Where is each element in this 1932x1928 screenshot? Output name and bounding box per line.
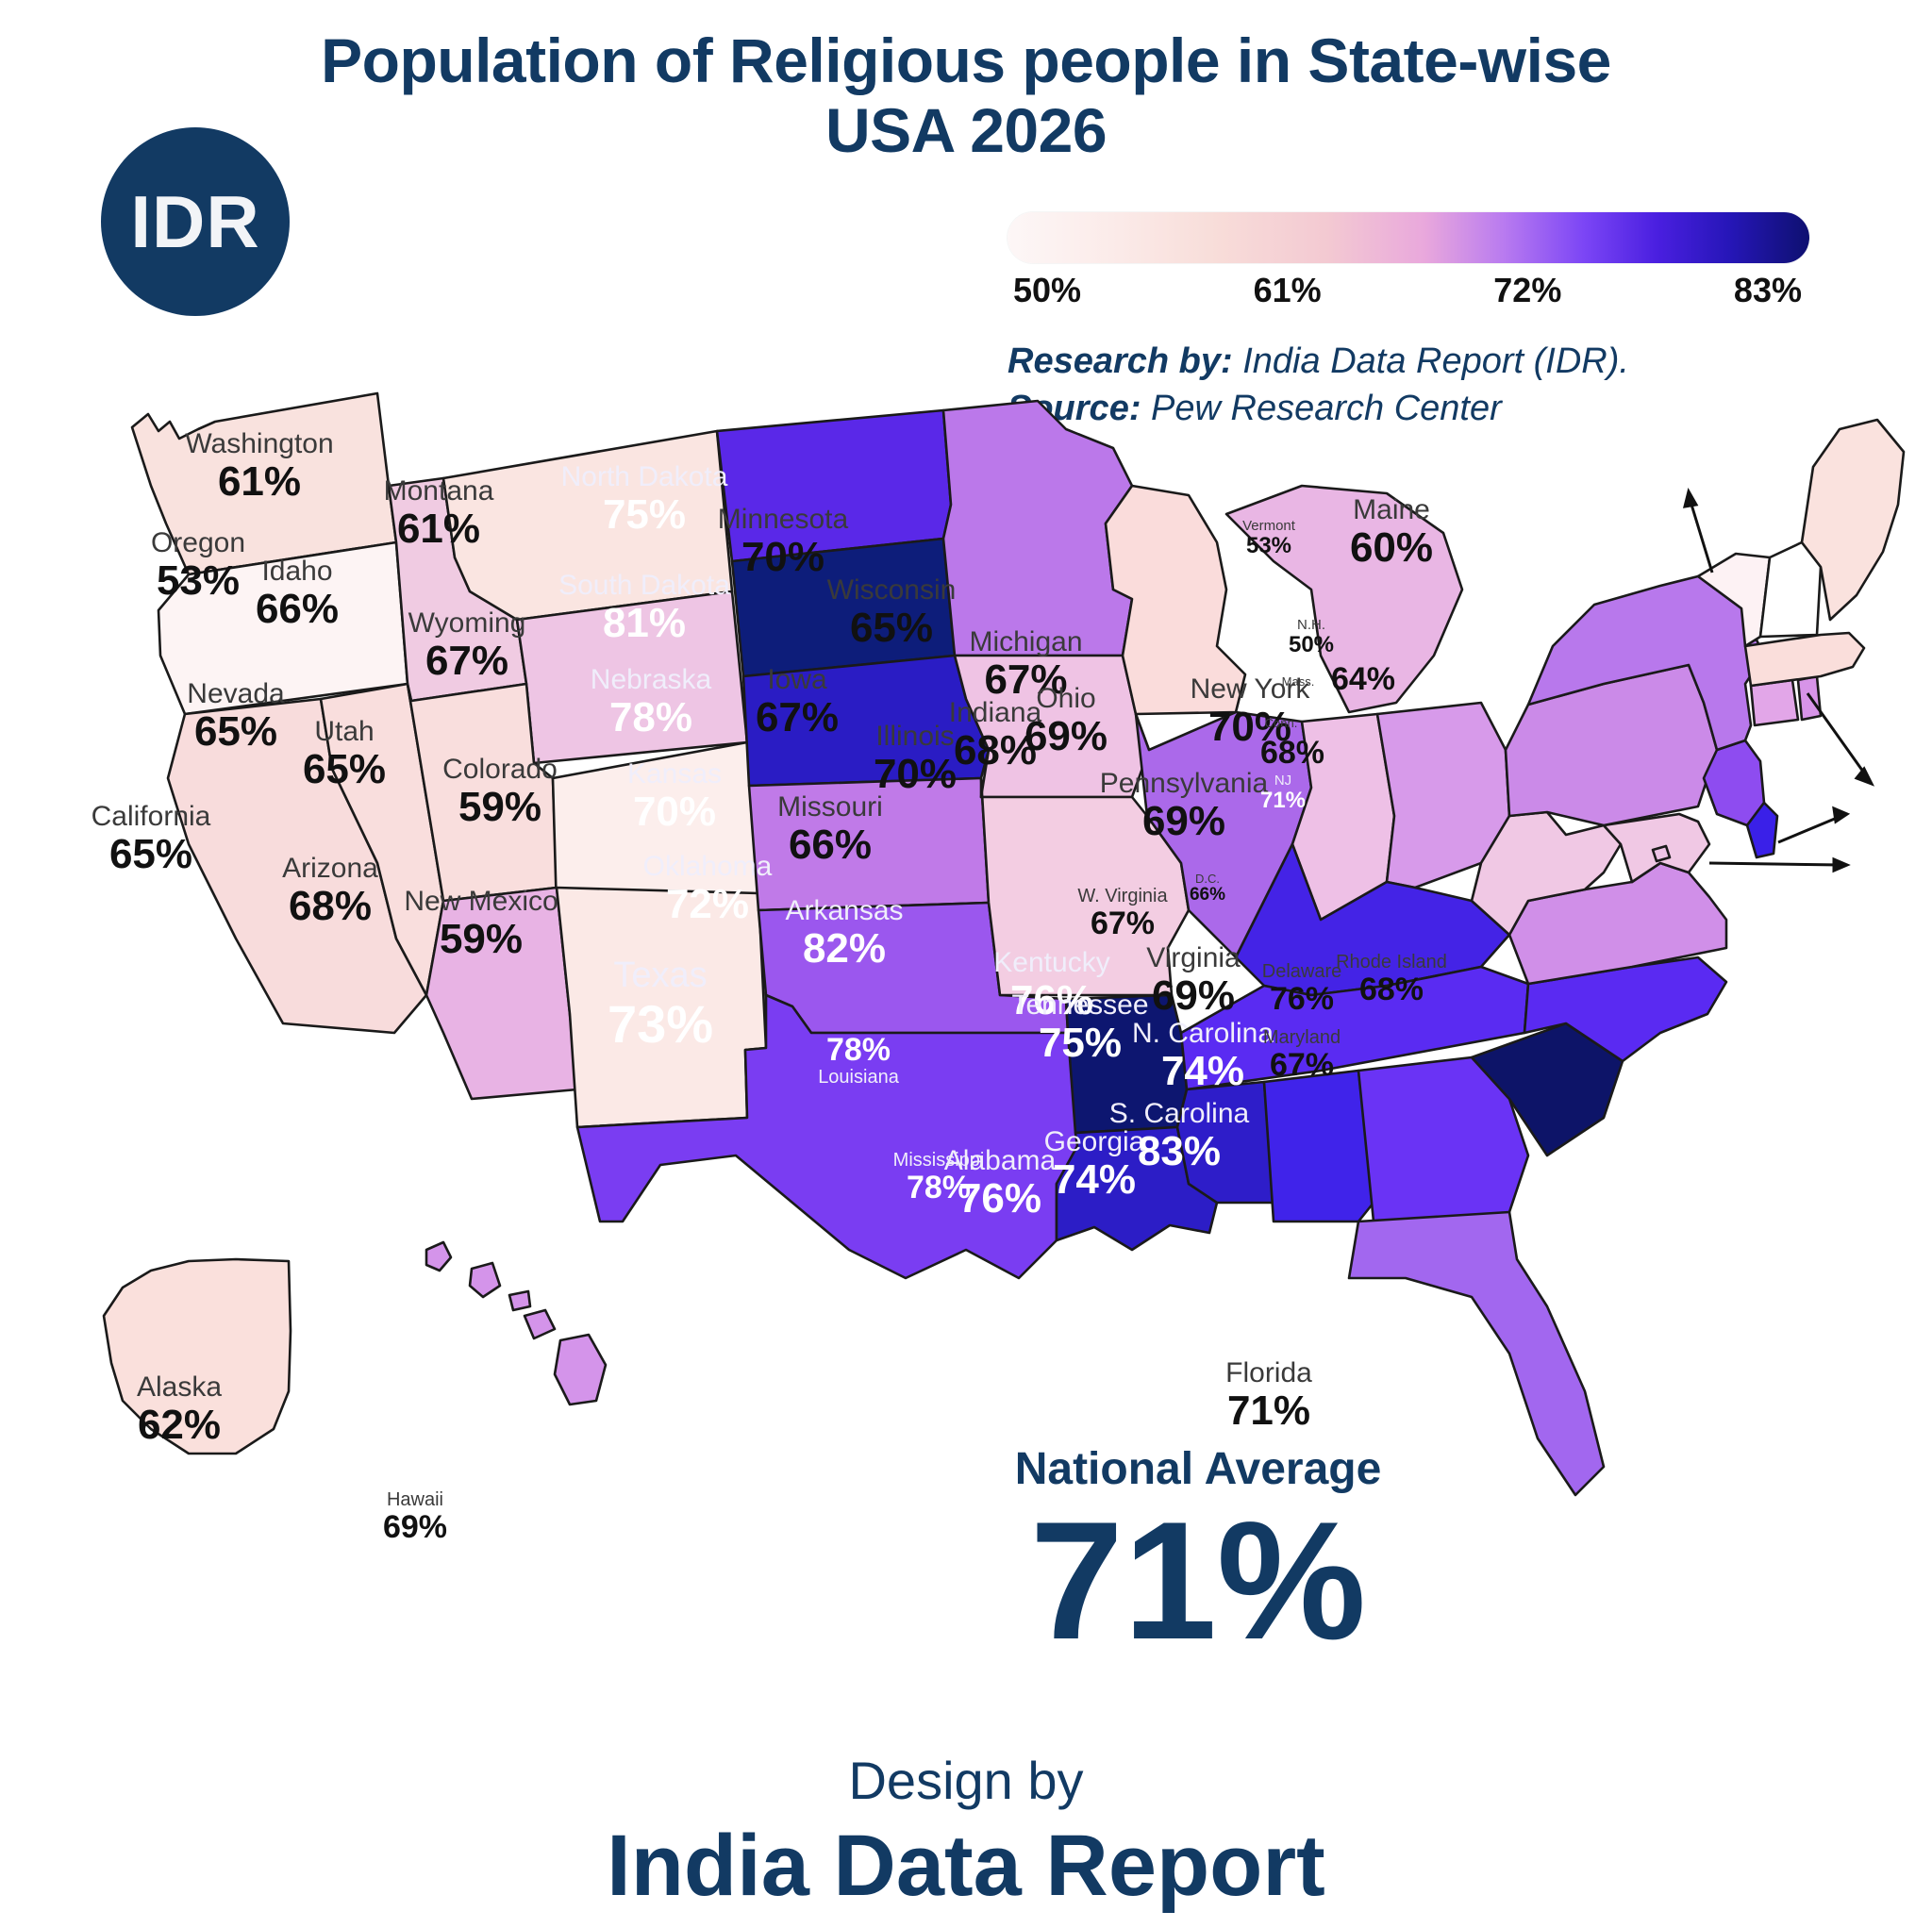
state-shape-iowa[interactable] (953, 654, 1151, 799)
state-shape-arkansas[interactable] (1064, 993, 1189, 1135)
color-legend: 50% 61% 72% 83% (1008, 212, 1809, 310)
state-shape-alaska[interactable] (102, 1257, 292, 1455)
idr-logo: IDR (101, 127, 290, 316)
state-shape-connecticut[interactable] (1749, 678, 1800, 727)
brand-name: India Data Report (607, 1818, 1325, 1914)
legend-tick-0: 50% (1013, 271, 1082, 309)
national-average-caption: National Average (1014, 1444, 1382, 1494)
source-value: Pew Research Center (1141, 389, 1502, 429)
title-line-2: USA 2026 (824, 94, 1108, 165)
state-shape-kansas[interactable] (747, 776, 991, 912)
state-shape-montana[interactable] (441, 429, 734, 622)
leader-line-rhodeisland (1806, 692, 1870, 779)
research-by-line: Research by: India Data Report (IDR). (1008, 338, 1857, 385)
footer-block: Design by India Data Report (0, 1750, 1932, 1916)
state-shape-newyork[interactable] (1526, 574, 1766, 752)
usa-choropleth-map (0, 373, 1932, 1504)
state-shape-arizona[interactable] (425, 886, 579, 1101)
legend-tick-labels: 50% 61% 72% 83% (1008, 271, 1809, 310)
state-shape-michigan[interactable] (1224, 484, 1464, 714)
legend-tick-1: 61% (1253, 271, 1322, 309)
source-line: Source: Pew Research Center (1008, 385, 1857, 432)
state-shape-mississippi[interactable] (1175, 1080, 1275, 1205)
state-shape-newmexico[interactable] (555, 886, 768, 1129)
state-shape-massachusetts[interactable] (1743, 631, 1866, 688)
label-value-hawaii: 69% (382, 1509, 448, 1545)
state-shape-alabama[interactable] (1262, 1069, 1375, 1223)
legend-tick-3: 83% (1733, 271, 1802, 309)
state-shape-missouri[interactable] (979, 776, 1191, 997)
state-shape-hawaii[interactable] (425, 1240, 608, 1406)
legend-gradient-bar (1008, 212, 1809, 263)
state-shape-maine[interactable] (1800, 418, 1906, 622)
design-by-label: Design by (848, 1751, 1084, 1810)
leader-arrow-vermont (1682, 488, 1699, 508)
title-line-1: Population of Religious people in State-… (321, 25, 1611, 95)
state-shape-colorado[interactable] (551, 740, 760, 912)
state-shape-delaware[interactable] (1745, 801, 1779, 859)
leader-line-maryland (1708, 861, 1842, 867)
state-shapes (102, 391, 1906, 1497)
state-shape-southdakota[interactable] (730, 537, 957, 678)
national-average-value: 71% (1029, 1487, 1367, 1674)
state-shape-northdakota[interactable] (715, 408, 953, 563)
page-title: Population of Religious people in State-… (0, 25, 1932, 166)
leader-line-vermont (1687, 494, 1714, 573)
research-by-value: India Data Report (IDR). (1232, 341, 1629, 381)
state-shape-nebraska[interactable] (741, 654, 991, 788)
state-shape-minnesota[interactable] (941, 399, 1134, 657)
leader-arrow-delaware (1832, 806, 1851, 824)
state-shape-tennessee[interactable] (1179, 965, 1530, 1091)
national-average-block: National Average 71% (962, 1443, 1434, 1674)
leader-line-delaware (1777, 814, 1842, 844)
leader-lines (1682, 488, 1875, 873)
legend-tick-2: 72% (1493, 271, 1562, 309)
credits-block: Research by: India Data Report (IDR). So… (1008, 338, 1857, 432)
state-shape-newhampshire[interactable] (1758, 540, 1823, 639)
state-shape-florida[interactable] (1347, 1210, 1606, 1497)
leader-arrow-rhodeisland (1854, 766, 1875, 787)
state-shape-dc[interactable] (1651, 844, 1672, 863)
state-shape-washington[interactable] (130, 391, 398, 576)
usa-map-svg (102, 391, 1906, 1497)
research-by-label: Research by: (1008, 341, 1233, 381)
logo-text: IDR (130, 179, 260, 263)
leader-arrow-maryland (1832, 856, 1851, 873)
state-shape-wyoming[interactable] (515, 590, 749, 765)
